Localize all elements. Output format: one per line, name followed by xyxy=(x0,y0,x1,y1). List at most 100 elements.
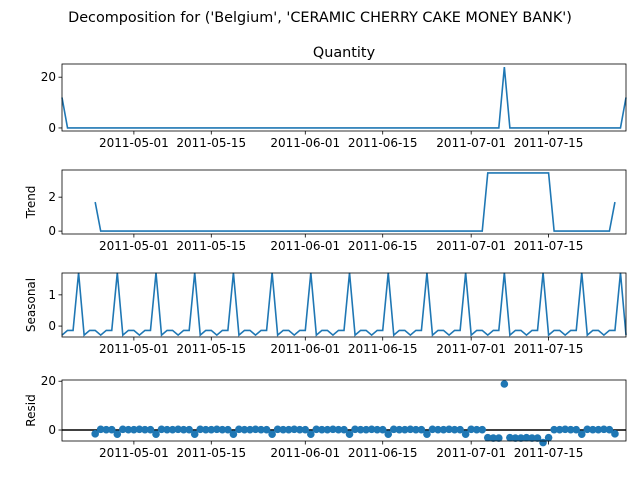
resid-point xyxy=(279,425,287,434)
resid-point xyxy=(356,425,365,434)
resid-point xyxy=(91,430,99,438)
x-tick-label: 2011-05-01 xyxy=(99,446,169,460)
resid-point xyxy=(467,425,475,434)
resid-point xyxy=(395,425,404,434)
resid-point xyxy=(174,425,182,434)
y-tick-label: 0 xyxy=(48,224,56,238)
y-tick-label: 2 xyxy=(48,190,56,204)
series-line xyxy=(61,66,627,129)
resid-point xyxy=(246,425,254,434)
resid-point xyxy=(251,425,260,434)
resid-point xyxy=(472,425,481,434)
x-tick-label: 2011-05-15 xyxy=(176,342,246,356)
resid-point xyxy=(594,425,603,434)
resid-point xyxy=(224,425,232,434)
resid-point xyxy=(179,425,188,434)
figure-suptitle: Decomposition for ('Belgium', 'CERAMIC C… xyxy=(68,10,572,26)
resid-point xyxy=(367,425,376,434)
subplot-2: 0 2 2011-05-01 2011-05-15 2011-06-01 2011-06-… xyxy=(24,169,627,253)
resid-point xyxy=(401,425,409,434)
x-tick-label: 2011-07-15 xyxy=(514,342,584,356)
resid-point xyxy=(323,425,332,434)
resid-point xyxy=(423,430,431,438)
x-tick-label: 2011-07-01 xyxy=(436,136,506,150)
x-tick-label: 2011-06-15 xyxy=(348,239,418,253)
resid-point xyxy=(168,425,177,434)
resid-point xyxy=(102,425,111,434)
resid-point xyxy=(190,430,199,438)
axes-frame xyxy=(61,379,627,442)
subplot-title: Quantity xyxy=(313,45,376,61)
resid-point xyxy=(113,430,122,438)
resid-point xyxy=(141,425,149,434)
x-tick-label: 2011-07-01 xyxy=(436,239,506,253)
series-line xyxy=(61,272,627,337)
x-tick-label: 2011-06-01 xyxy=(270,239,340,253)
resid-point xyxy=(257,425,265,434)
resid-point xyxy=(318,425,326,434)
resid-point xyxy=(550,425,558,434)
resid-point xyxy=(119,425,127,434)
resid-point xyxy=(478,425,487,434)
resid-point xyxy=(152,430,160,438)
x-tick-label: 2011-05-15 xyxy=(176,446,246,460)
resid-point xyxy=(135,425,144,434)
y-tick-label: 20 xyxy=(41,374,56,388)
resid-point xyxy=(268,430,276,438)
resid-point xyxy=(340,425,348,434)
subplot-4: 0 20 2011-05-01 2011-05-15 2011-06-01 2011-06… xyxy=(24,374,627,460)
resid-point xyxy=(284,425,293,434)
resid-point xyxy=(235,425,243,434)
resid-point xyxy=(489,434,498,442)
resid-point xyxy=(439,425,448,434)
resid-point xyxy=(290,425,299,434)
resid-point xyxy=(583,425,592,434)
resid-point xyxy=(495,434,503,442)
subplot-3: 0 1 2011-05-01 2011-05-15 2011-06-01 2011-06-… xyxy=(24,272,627,356)
resid-point xyxy=(577,430,586,438)
resid-point xyxy=(240,425,249,434)
x-tick-label: 2011-05-01 xyxy=(99,136,169,150)
resid-point xyxy=(412,425,420,434)
resid-point xyxy=(555,425,564,434)
resid-point xyxy=(600,425,608,434)
x-tick-label: 2011-07-01 xyxy=(436,446,506,460)
y-tick-label: 0 xyxy=(48,319,56,333)
series-line xyxy=(94,172,616,232)
resid-point xyxy=(130,425,138,434)
resid-point xyxy=(434,425,442,434)
resid-point xyxy=(417,425,426,434)
resid-point xyxy=(146,425,155,434)
resid-point xyxy=(500,380,509,388)
resid-point xyxy=(307,430,315,438)
resid-point xyxy=(589,425,597,434)
x-tick-label: 2011-05-01 xyxy=(99,342,169,356)
x-tick-label: 2011-05-01 xyxy=(99,239,169,253)
resid-point xyxy=(611,430,619,438)
y-axis-label: Seasonal xyxy=(24,278,38,332)
y-axis-label: Resid xyxy=(24,394,38,426)
resid-point xyxy=(107,425,116,434)
resid-point xyxy=(566,425,575,434)
x-tick-label: 2011-07-01 xyxy=(436,342,506,356)
resid-point xyxy=(295,425,304,434)
resid-point xyxy=(445,425,453,434)
resid-point xyxy=(506,433,514,442)
resid-point xyxy=(406,425,415,434)
resid-point xyxy=(533,434,542,442)
resid-point xyxy=(301,425,310,434)
resid-point xyxy=(345,430,354,438)
x-tick-label: 2011-06-01 xyxy=(270,136,340,150)
y-tick-label: 20 xyxy=(41,70,56,84)
resid-point xyxy=(96,425,105,434)
resid-point xyxy=(273,425,282,434)
x-tick-label: 2011-06-15 xyxy=(348,136,418,150)
y-tick-label: 1 xyxy=(48,288,56,302)
x-tick-label: 2011-05-15 xyxy=(176,136,246,150)
resid-point xyxy=(483,433,492,442)
resid-point xyxy=(207,425,216,434)
resid-point xyxy=(572,425,581,434)
resid-point xyxy=(517,434,525,442)
